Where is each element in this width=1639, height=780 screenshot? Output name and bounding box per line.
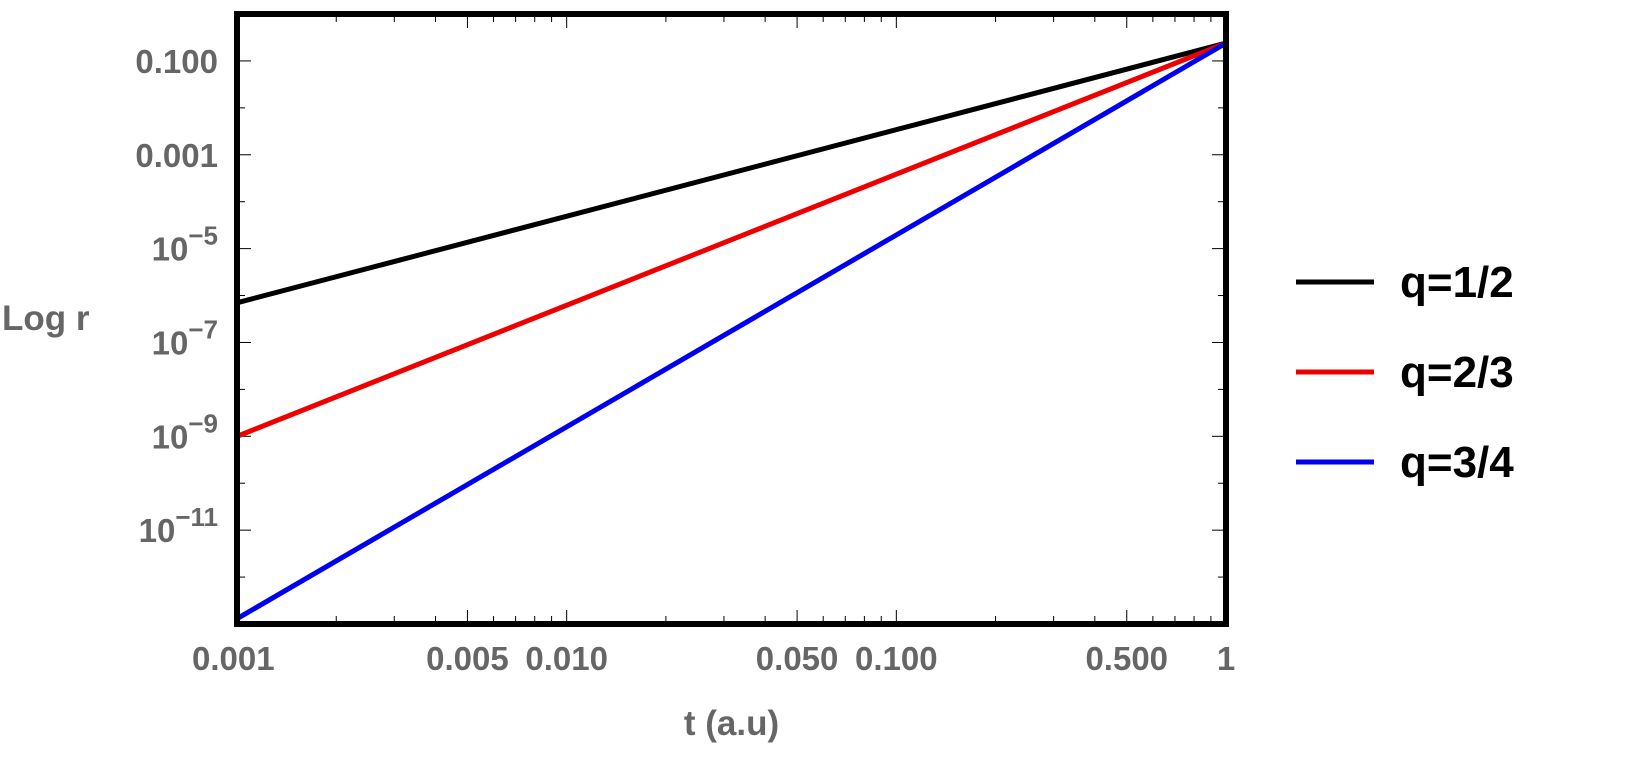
series-line-1 xyxy=(236,40,1227,306)
y-tick-labels: 0.100 0.001 10−5 10−7 10−9 10−11 xyxy=(135,43,218,549)
y-axis-title: Log r xyxy=(2,299,90,338)
series-line-3 xyxy=(235,40,1228,621)
x-tick-labels: 0.001 0.005 0.010 0.050 0.100 0.500 1 xyxy=(192,640,1235,677)
legend-label-2: q=2/3 xyxy=(1400,348,1514,397)
x-tick-label: 0.500 xyxy=(1085,640,1168,677)
y-tick-label: 0.100 xyxy=(135,43,218,80)
legend: q=1/2 q=2/3 q=3/4 xyxy=(1296,258,1514,487)
x-tick-label: 0.010 xyxy=(525,640,608,677)
y-tick-label: 10−5 xyxy=(152,221,218,268)
x-tick-label: 0.050 xyxy=(756,640,839,677)
y-tick-label: 0.001 xyxy=(135,137,218,174)
x-tick-label: 1 xyxy=(1217,640,1235,677)
x-tick-label: 0.100 xyxy=(855,640,938,677)
y-tick-label: 10−7 xyxy=(152,314,218,361)
x-axis-title: t (a.u) xyxy=(684,704,779,743)
y-tick-label: 10−11 xyxy=(139,502,218,549)
series-line-2 xyxy=(236,40,1227,439)
legend-label-1: q=1/2 xyxy=(1400,258,1514,307)
plot-frame xyxy=(234,11,1229,627)
x-tick-label: 0.005 xyxy=(426,640,509,677)
series-lines xyxy=(235,40,1228,621)
x-tick-label: 0.001 xyxy=(192,640,275,677)
legend-label-3: q=3/4 xyxy=(1400,438,1514,487)
y-tick-label: 10−9 xyxy=(152,408,218,455)
